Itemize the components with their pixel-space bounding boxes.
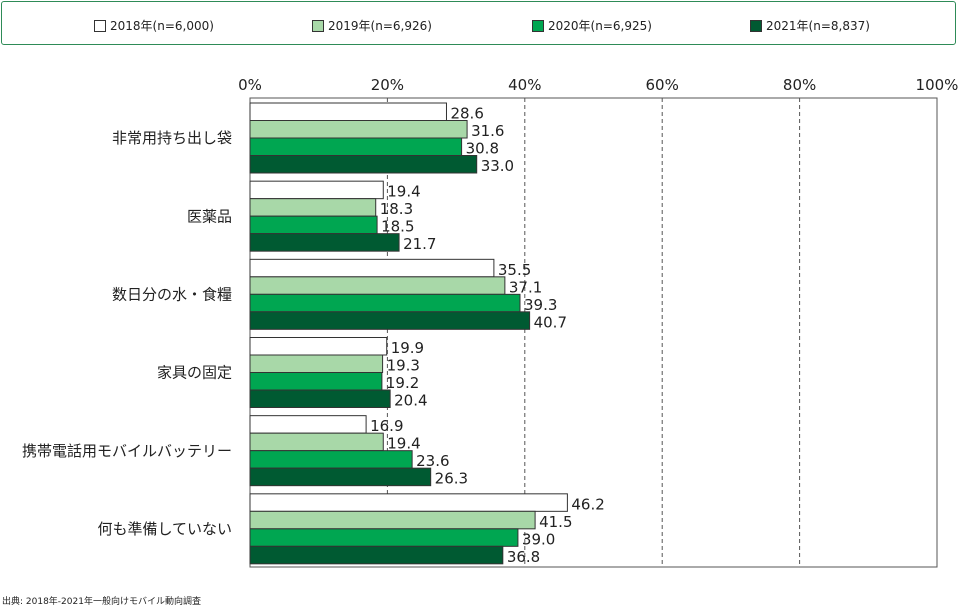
bar-value-label: 35.5	[498, 261, 531, 279]
bar	[249, 120, 468, 139]
bar-value-label: 26.3	[435, 470, 468, 488]
bar-value-label: 21.7	[403, 235, 436, 253]
x-tick-label: 40%	[508, 76, 541, 94]
x-tick-label: 0%	[238, 76, 262, 94]
legend-item-2019: 2019年(n=6,926)	[312, 17, 432, 34]
bar	[249, 545, 504, 565]
bar-value-label: 40.7	[534, 313, 567, 331]
bar	[249, 450, 413, 469]
category-label: 数日分の水・食糧	[112, 285, 232, 303]
legend-label-2018: 2018年(n=6,000)	[110, 19, 214, 33]
category-label: 携帯電話用モバイルバッテリー	[22, 442, 232, 460]
bar	[249, 293, 521, 313]
category-label: 家具の固定	[157, 364, 232, 382]
bar-value-label: 39.3	[524, 296, 557, 314]
x-tick-label: 60%	[646, 76, 679, 94]
bar-value-label: 18.3	[380, 200, 413, 218]
bar	[249, 276, 506, 295]
bar	[249, 258, 495, 278]
legend-item-2021: 2021年(n=8,837)	[750, 17, 870, 34]
legend-swatch-2018	[94, 19, 106, 32]
source-note: 出典: 2018年-2021年一般向けモバイル動向調査	[2, 597, 201, 607]
bar-value-label: 16.9	[370, 417, 403, 435]
bar-value-label: 46.2	[571, 495, 604, 513]
x-tick-label: 80%	[783, 76, 816, 94]
bar-value-label: 19.4	[387, 183, 420, 201]
bar-value-label: 18.5	[381, 218, 414, 236]
legend: 2018年(n=6,000) 2019年(n=6,926) 2020年(n=6,…	[1, 1, 956, 45]
bar-value-label: 41.5	[539, 513, 572, 531]
bar-value-label: 19.4	[387, 435, 420, 453]
bar-value-label: 37.1	[509, 278, 542, 296]
bar-chart: 0% 20% 40% 60% 80% 100% 非常用持ち出し袋 28.631.630.833…	[22, 76, 959, 568]
bar	[249, 180, 384, 200]
legend-label-2019: 2019年(n=6,926)	[328, 19, 432, 33]
bar	[249, 155, 478, 174]
bar	[249, 102, 447, 121]
bar	[249, 467, 432, 487]
category-label: 何も準備していない	[97, 520, 232, 538]
bar-value-label: 19.9	[391, 339, 424, 357]
bar	[249, 337, 388, 356]
bar	[249, 198, 377, 217]
bar	[249, 528, 519, 547]
legend-swatch-2019	[312, 19, 324, 32]
bar	[249, 233, 400, 252]
legend-item-2018: 2018年(n=6,000)	[94, 17, 214, 34]
legend-label-2021: 2021年(n=8,837)	[766, 19, 870, 33]
bar	[249, 311, 531, 330]
x-tick-label: 20%	[371, 76, 404, 94]
bar-value-label: 23.6	[416, 452, 449, 470]
bar	[249, 372, 383, 391]
bar	[249, 137, 463, 156]
bar-value-label: 19.2	[386, 374, 419, 392]
legend-item-2020: 2020年(n=6,925)	[532, 17, 652, 34]
bar	[249, 354, 384, 373]
category-label: 医薬品	[187, 207, 232, 225]
bar-value-label: 30.8	[466, 140, 499, 158]
legend-swatch-2020	[532, 19, 544, 32]
bar-value-label: 36.8	[507, 548, 540, 566]
bar	[249, 215, 378, 235]
bar-value-label: 19.3	[387, 357, 420, 375]
bar	[249, 415, 367, 434]
bar	[249, 432, 384, 452]
x-tick-label: 100%	[916, 76, 959, 94]
bar-value-label: 20.4	[394, 392, 427, 410]
bar	[249, 510, 536, 530]
legend-swatch-2021	[750, 19, 762, 32]
legend-label-2020: 2020年(n=6,925)	[548, 19, 652, 33]
bar-value-label: 33.0	[481, 157, 514, 175]
plot-frame	[249, 97, 938, 568]
bar	[249, 493, 568, 512]
category-label: 非常用持ち出し袋	[112, 129, 232, 147]
bar-value-label: 28.6	[450, 105, 483, 123]
bar-value-label: 39.0	[522, 530, 555, 548]
bar	[249, 389, 391, 408]
bar-value-label: 31.6	[471, 122, 504, 140]
